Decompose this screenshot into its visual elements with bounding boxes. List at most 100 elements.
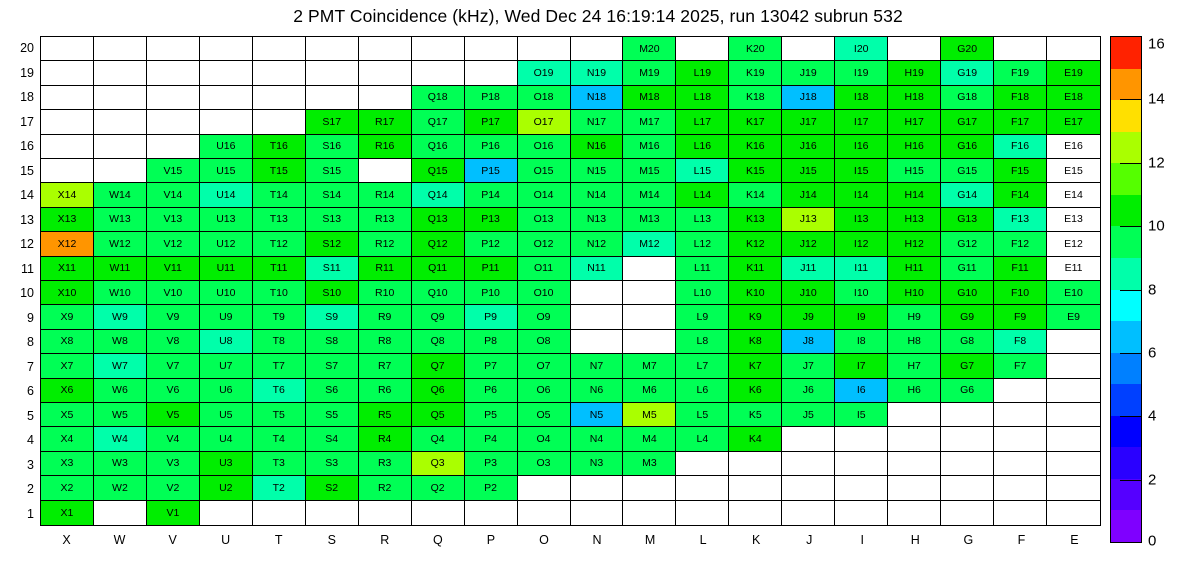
heatmap-cell-O4: O4 [517, 427, 571, 452]
colorbar-tick-label-2: 2 [1148, 471, 1157, 489]
heatmap-cell-S13: S13 [305, 207, 359, 233]
heatmap-cell-F8: F8 [994, 329, 1048, 355]
heatmap-cell-U8: U8 [199, 329, 253, 355]
heatmap-cell-N3: N3 [570, 451, 624, 477]
heatmap-cell-X3: X3 [41, 451, 94, 477]
heatmap-cell-empty [464, 61, 518, 86]
heatmap-cell-U16: U16 [199, 134, 253, 159]
heatmap-cell-S12: S12 [305, 232, 359, 257]
heatmap-cell-V11: V11 [146, 256, 200, 281]
heatmap-cell-T6: T6 [252, 378, 306, 403]
heatmap-cell-empty [146, 61, 200, 86]
heatmap-cell-N18: N18 [570, 85, 624, 111]
heatmap-cell-empty [358, 500, 412, 525]
heatmap-cell-K9: K9 [729, 305, 783, 330]
y-axis-tick-20: 20 [20, 41, 34, 55]
heatmap-cell-empty [1047, 500, 1100, 525]
heatmap-cell-Q15x [358, 158, 412, 184]
heatmap-cell-Q11: Q11 [411, 256, 465, 281]
heatmap-cell-K17: K17 [729, 110, 783, 135]
heatmap-cell-empty [358, 85, 412, 111]
heatmap-cell-empty [1047, 427, 1100, 452]
heatmap-cell-K16: K16 [729, 134, 783, 159]
heatmap-cell-O10: O10 [517, 280, 571, 306]
heatmap-cell-R3: R3 [358, 451, 412, 477]
heatmap-cell-O8: O8 [517, 329, 571, 355]
heatmap-cell-J12: J12 [782, 232, 836, 257]
heatmap-cell-P4: P4 [464, 427, 518, 452]
heatmap-cell-H8: H8 [888, 329, 942, 355]
heatmap-cell-L14: L14 [676, 183, 730, 208]
heatmap-cell-U13: U13 [199, 207, 253, 233]
heatmap-cell-E17: E17 [1047, 110, 1100, 135]
heatmap-cell-empty [93, 500, 147, 525]
heatmap-cell-H15: H15 [888, 158, 942, 184]
heatmap-cell-H18: H18 [888, 85, 942, 111]
heatmap-cell-U2: U2 [199, 476, 253, 501]
heatmap-cell-L6: L6 [676, 378, 730, 403]
heatmap-cell-W7: W7 [93, 354, 147, 379]
heatmap-cell-empty [676, 451, 730, 477]
heatmap-cell-Q2: Q2 [411, 476, 465, 501]
heatmap-cell-empty [252, 61, 306, 86]
heatmap-cell-T4: T4 [252, 427, 306, 452]
heatmap-cell-O6: O6 [517, 378, 571, 403]
heatmap-cell-empty [782, 451, 836, 477]
heatmap-cell-I6: I6 [835, 378, 889, 403]
heatmap-cell-O14: O14 [517, 183, 571, 208]
heatmap-cell-K15: K15 [729, 158, 783, 184]
heatmap-cell-O3: O3 [517, 451, 571, 477]
heatmap-cell-E10: E10 [1047, 280, 1100, 306]
heatmap-cell-empty [570, 37, 624, 62]
x-axis-tick-X: X [62, 533, 71, 547]
heatmap-cell-F9: F9 [994, 305, 1048, 330]
heatmap-cell-J5: J5 [782, 402, 836, 428]
colorbar-tick-label-4: 4 [1148, 407, 1157, 425]
heatmap-cell-H17: H17 [888, 110, 942, 135]
heatmap-cell-I13: I13 [835, 207, 889, 233]
heatmap-cell-L13: L13 [676, 207, 730, 233]
colorbar-band-4 [1111, 163, 1141, 195]
heatmap-cell-empty [252, 85, 306, 111]
colorbar-ticks: 16 14 12 10 8 6 4 2 0 [1110, 36, 1196, 550]
heatmap-cell-empty [835, 451, 889, 477]
colorbar-tick-label-6: 6 [1148, 344, 1157, 362]
y-axis-tick-17: 17 [20, 114, 34, 129]
heatmap-cell-S11: S11 [305, 256, 359, 281]
heatmap-cell-J18: J18 [782, 85, 836, 111]
heatmap-cell-S5: S5 [305, 402, 359, 428]
heatmap-cell-H12: H12 [888, 232, 942, 257]
heatmap-cell-empty [994, 378, 1048, 403]
heatmap-cell-I9: I9 [835, 305, 889, 330]
colorbar-band-13 [1111, 447, 1141, 479]
heatmap-cell-empty [1047, 37, 1100, 62]
heatmap-cell-M18: M18 [623, 85, 677, 111]
heatmap-cell-R13: R13 [358, 207, 412, 233]
heatmap-cell-V4: V4 [146, 427, 200, 452]
x-axis-tick-W: W [113, 533, 126, 547]
heatmap-cell-K7: K7 [729, 354, 783, 379]
heatmap-cell-M16: M16 [623, 134, 677, 159]
heatmap-cell-N5: N5 [570, 402, 624, 428]
heatmap-cell-X9: X9 [41, 305, 94, 330]
heatmap-cell-P17: P17 [464, 110, 518, 135]
x-axis-tick-L: L [699, 533, 707, 547]
heatmap-cell-X1: X1 [41, 500, 94, 525]
heatmap-cell-M7: M7 [623, 354, 677, 379]
heatmap-cell-V8: V8 [146, 329, 200, 355]
heatmap-cell-I15: I15 [835, 158, 889, 184]
y-axis-tick-5: 5 [27, 408, 34, 423]
heatmap-cell-O18: O18 [517, 85, 571, 111]
heatmap-cell-T7: T7 [252, 354, 306, 379]
heatmap-cell-N4: N4 [570, 427, 624, 452]
heatmap-cell-M4: M4 [623, 427, 677, 452]
heatmap-cell-K5: K5 [729, 402, 783, 428]
heatmap-cell-empty [305, 500, 359, 525]
heatmap-cell-empty [93, 158, 147, 184]
y-axis-tick-11: 11 [21, 261, 34, 276]
heatmap-cell-empty [305, 61, 359, 86]
heatmap-cell-empty [888, 500, 942, 525]
heatmap-cell-R14: R14 [358, 183, 412, 208]
heatmap-cell-U9: U9 [199, 305, 253, 330]
colorbar-band-7 [1111, 257, 1141, 290]
